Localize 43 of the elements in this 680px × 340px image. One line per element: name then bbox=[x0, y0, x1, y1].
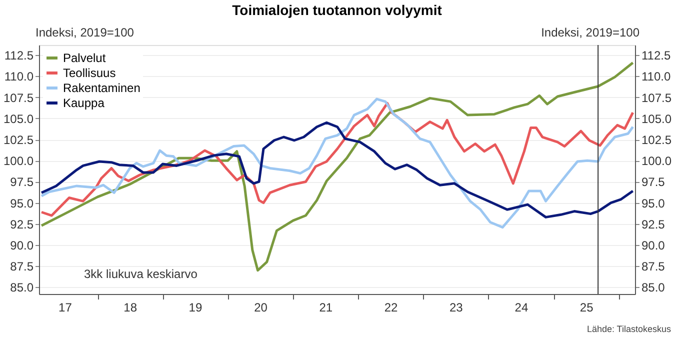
y-tick-label: 87.5 bbox=[10, 260, 34, 274]
x-tick-label: 23 bbox=[449, 300, 464, 314]
x-tick-label: 25 bbox=[580, 300, 594, 314]
y-tick-label: 107.5 bbox=[3, 90, 34, 105]
y2-tick-label: 97.5 bbox=[642, 175, 666, 190]
text: Lähde: Tilastokeskus bbox=[586, 324, 672, 334]
x-tick-label: 24 bbox=[514, 300, 528, 314]
y2-tick-label: 105.0 bbox=[642, 112, 672, 126]
y-tick-label: 95.0 bbox=[10, 196, 34, 210]
y-tick-label: 102.5 bbox=[3, 133, 34, 148]
y-tick-label: 97.5 bbox=[10, 175, 34, 190]
y2-tick-label: 112.5 bbox=[642, 48, 671, 63]
legend-label: Kauppa bbox=[63, 96, 105, 110]
y-tick-label: 90.0 bbox=[10, 238, 34, 253]
y-tick-label: 85.0 bbox=[10, 280, 34, 295]
y-tick-label: 100.0 bbox=[3, 154, 34, 168]
chart-title: Toimialojen tuotannon volyymit bbox=[232, 2, 442, 18]
y2-tick-label: 100.0 bbox=[642, 154, 672, 168]
y2-tick-label: 95.0 bbox=[642, 196, 666, 210]
y-tick-label: 112.5 bbox=[4, 48, 34, 63]
legend-label: Rakentaminen bbox=[63, 81, 140, 95]
y2-axis-title: Indeksi, 2019=100 bbox=[541, 26, 640, 40]
y-tick-label: 105.0 bbox=[3, 112, 34, 126]
y2-tick-label: 110.0 bbox=[642, 70, 671, 84]
y2-tick-label: 87.5 bbox=[642, 260, 666, 274]
y-axis-title: Indeksi, 2019=100 bbox=[36, 26, 134, 40]
y2-tick-label: 107.5 bbox=[642, 90, 672, 105]
y2-tick-label: 85.0 bbox=[642, 280, 666, 295]
y2-tick-label: 92.5 bbox=[642, 217, 666, 232]
x-tick-label: 19 bbox=[188, 300, 202, 314]
x-tick-label: 17 bbox=[58, 300, 72, 314]
legend-label: Palvelut bbox=[63, 51, 106, 65]
x-tick-label: 22 bbox=[384, 300, 398, 314]
y-tick-label: 110.0 bbox=[4, 70, 34, 84]
annotation: 3kk liukuva keskiarvo bbox=[84, 267, 198, 281]
y2-tick-label: 90.0 bbox=[642, 238, 666, 253]
y-tick-label: 92.5 bbox=[10, 217, 34, 232]
x-tick-label: 21 bbox=[319, 300, 333, 314]
legend-label: Teollisuus bbox=[63, 66, 116, 80]
y2-tick-label: 102.5 bbox=[642, 133, 672, 148]
x-tick-label: 20 bbox=[254, 300, 268, 314]
x-tick-label: 18 bbox=[124, 300, 138, 314]
line-series bbox=[40, 121, 634, 218]
